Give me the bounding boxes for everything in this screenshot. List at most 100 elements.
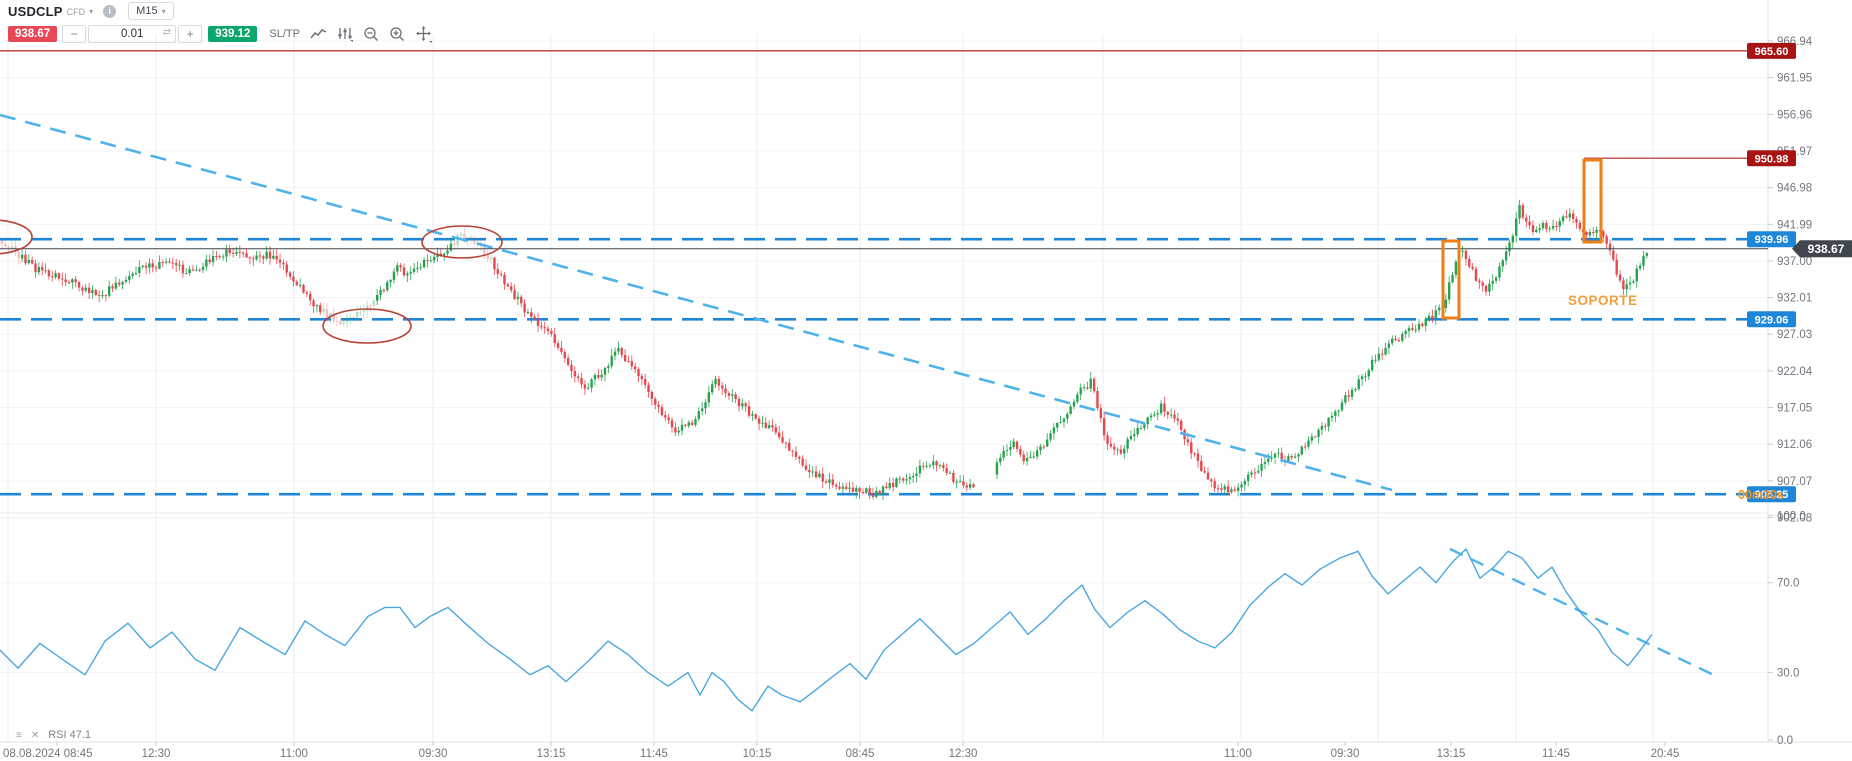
candle-down bbox=[771, 418, 774, 432]
candle-up bbox=[1169, 408, 1173, 419]
candle-up bbox=[20, 248, 24, 263]
symbol-dropdown-caret-icon[interactable]: ▾ bbox=[89, 6, 94, 16]
sell-button[interactable]: 938.67 bbox=[8, 26, 58, 42]
candle-up bbox=[1009, 440, 1012, 456]
rsi-trendline[interactable] bbox=[1449, 547, 1719, 679]
candle-up bbox=[1357, 375, 1360, 392]
candle-up bbox=[818, 470, 821, 479]
level-badge-939.96[interactable]: 939.96 bbox=[1747, 231, 1796, 248]
candle-up bbox=[590, 377, 593, 393]
rsi-axis[interactable]: 100.0 70.0 30.0 0.0 bbox=[1768, 510, 1806, 747]
candle-down bbox=[972, 482, 975, 489]
sltp-button[interactable]: SL/TP bbox=[269, 28, 300, 40]
candle-up bbox=[1049, 430, 1052, 442]
candle-up bbox=[587, 383, 590, 390]
volume-decrease-button[interactable]: − bbox=[62, 25, 87, 43]
rsi-line bbox=[0, 548, 1653, 712]
level-badge-965.60[interactable]: 965.60 bbox=[1747, 42, 1796, 59]
buy-button[interactable]: 939.12 bbox=[208, 26, 258, 42]
candle-up bbox=[1059, 415, 1062, 424]
candle-down bbox=[798, 455, 801, 464]
volume-unit-swap-icon[interactable]: ⇄ bbox=[162, 27, 172, 38]
candle-down bbox=[664, 411, 667, 422]
zoom-in-icon[interactable] bbox=[389, 26, 405, 42]
candle-up bbox=[1293, 452, 1297, 459]
candle-up bbox=[516, 291, 520, 306]
trendline-annotations[interactable] bbox=[0, 113, 1719, 679]
candle-up bbox=[1387, 339, 1391, 355]
price-axis[interactable]: 966.94961.95956.96951.97946.98941.99937.… bbox=[1768, 36, 1813, 525]
candle-up bbox=[1076, 391, 1079, 405]
candle-down bbox=[57, 272, 61, 281]
chart-type-icon[interactable] bbox=[310, 27, 327, 41]
candle-countdown-timer: 00m30s bbox=[1738, 488, 1784, 502]
candle-down bbox=[1431, 309, 1434, 323]
ellipse-annotation-2[interactable] bbox=[322, 308, 412, 344]
price-level-lines[interactable] bbox=[0, 50, 1748, 496]
svg-text:950.98: 950.98 bbox=[1755, 153, 1789, 165]
candle-up bbox=[714, 375, 717, 389]
ellipse-annotation-3[interactable] bbox=[421, 225, 503, 259]
drawing-annotations[interactable]: SOPORTE bbox=[0, 158, 1638, 344]
candle-up bbox=[1146, 416, 1149, 430]
candle-up bbox=[255, 251, 258, 261]
volume-increase-button[interactable]: + bbox=[178, 25, 203, 43]
candle-up bbox=[1384, 342, 1387, 356]
info-icon[interactable]: i bbox=[103, 4, 117, 18]
candle-down bbox=[369, 303, 372, 312]
candle-up bbox=[828, 472, 831, 490]
time-axis[interactable]: 08.08.2024 08:45 12:30 11:00 09:30 13:15 11:4… bbox=[3, 742, 1679, 760]
candle-up bbox=[1029, 450, 1032, 459]
candle-up bbox=[1082, 383, 1086, 392]
candle-up bbox=[1039, 443, 1042, 455]
candle-down bbox=[191, 265, 195, 272]
candle-up bbox=[1427, 312, 1431, 323]
timeframe-dropdown[interactable]: M15 ▾ bbox=[128, 2, 174, 20]
candle-up bbox=[1451, 271, 1454, 284]
candle-up bbox=[1360, 374, 1364, 386]
rsi-axis-label: 0.0 bbox=[1777, 735, 1793, 747]
candle-up bbox=[855, 485, 858, 499]
candle-down bbox=[965, 482, 968, 492]
level-badge-929.06[interactable]: 929.06 bbox=[1747, 311, 1796, 328]
candle-down bbox=[496, 263, 499, 279]
orange-rect-annotation-1[interactable] bbox=[1441, 239, 1461, 320]
candle-down bbox=[1109, 436, 1113, 449]
candle-up bbox=[603, 366, 607, 382]
pan-move-icon[interactable] bbox=[415, 25, 432, 43]
candle-up bbox=[680, 418, 684, 436]
candle-down bbox=[17, 250, 20, 266]
candle-up bbox=[449, 238, 453, 252]
candle-down bbox=[1411, 322, 1414, 332]
candle-up bbox=[1236, 482, 1240, 497]
soporte-label[interactable]: SOPORTE bbox=[1568, 293, 1638, 308]
candle-down bbox=[1578, 220, 1582, 232]
candle-up bbox=[225, 244, 228, 263]
candle-down bbox=[1571, 209, 1575, 224]
rsi-settings-icon[interactable]: ≡ bbox=[16, 729, 22, 741]
candle-up bbox=[1588, 228, 1592, 239]
candle-down bbox=[1206, 467, 1210, 481]
candle-up bbox=[1243, 478, 1247, 491]
level-badge-950.98[interactable]: 950.98 bbox=[1747, 150, 1796, 167]
volume-input[interactable]: 0.01 ⇄ bbox=[88, 25, 177, 43]
candle-up bbox=[412, 262, 416, 275]
ellipse-annotation-1[interactable] bbox=[0, 219, 33, 255]
orange-rect-annotation-2[interactable] bbox=[1582, 158, 1603, 244]
rsi-remove-icon[interactable]: ✕ bbox=[30, 729, 40, 741]
zoom-out-icon[interactable] bbox=[363, 26, 379, 42]
candle-up bbox=[1310, 433, 1314, 444]
candle-down bbox=[891, 477, 895, 492]
candle-down bbox=[868, 485, 871, 499]
candle-down bbox=[44, 263, 47, 274]
candle-down bbox=[1565, 209, 1568, 219]
indicators-icon[interactable] bbox=[337, 27, 353, 42]
level-badge-905.25[interactable]: 905.25 bbox=[1747, 486, 1796, 503]
candle-up bbox=[1364, 372, 1367, 382]
candle-down bbox=[550, 328, 553, 337]
candle-up bbox=[1129, 430, 1133, 441]
descending-trendline[interactable] bbox=[0, 113, 1393, 492]
candle-down bbox=[520, 294, 523, 308]
